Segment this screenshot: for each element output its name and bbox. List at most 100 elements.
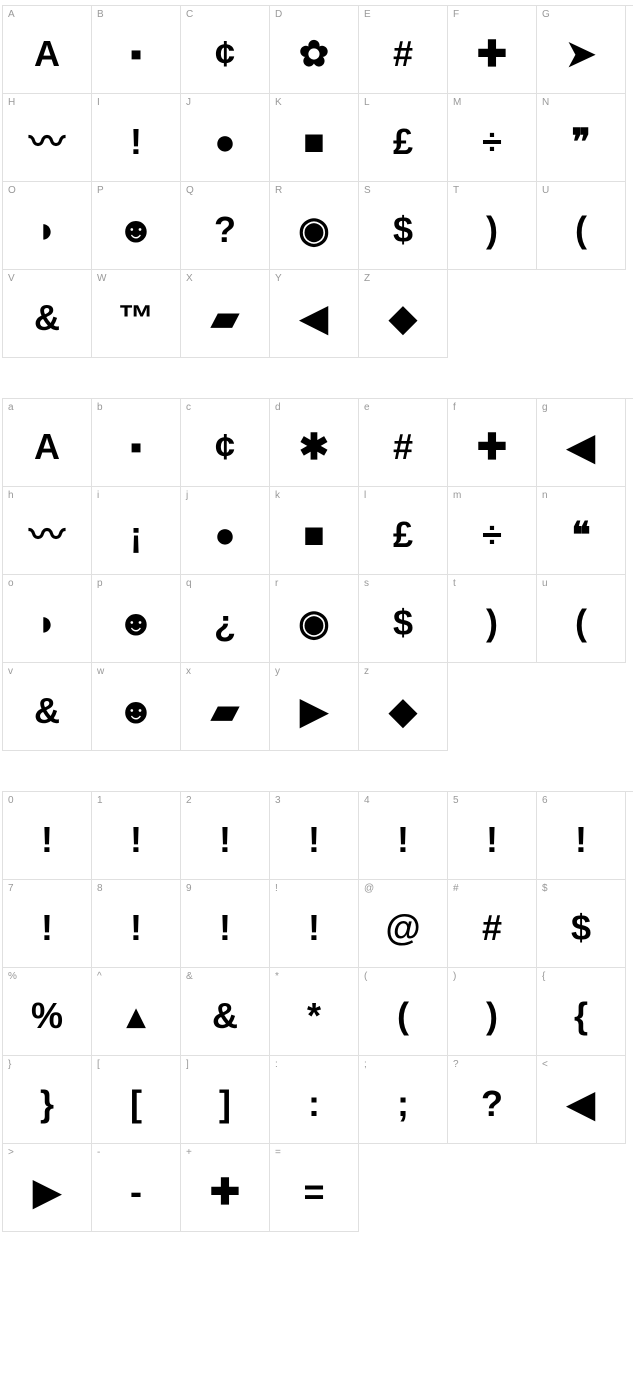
glyph-cell: h〰 <box>3 487 92 575</box>
glyph: ❝ <box>571 517 590 553</box>
glyph-cell: @@ <box>359 880 448 968</box>
glyph-cell: [[ <box>92 1056 181 1144</box>
cell-label: x <box>186 666 191 677</box>
glyph: ! <box>130 124 142 160</box>
font-character-map: AAB▪C¢D✿E#F✚G➤H〰I!J●K■L£M÷N❞O◗P☻Q?R◉S$T)… <box>0 5 640 1232</box>
glyph-cell: i¡ <box>92 487 181 575</box>
glyph: # <box>393 36 413 72</box>
cell-label: S <box>364 185 371 196</box>
glyph: } <box>40 1086 54 1122</box>
cell-label: a <box>8 402 14 413</box>
cell-label: V <box>8 273 15 284</box>
glyph: { <box>574 998 588 1034</box>
glyph-cell: B▪ <box>92 6 181 94</box>
glyph: ➤ <box>566 36 596 72</box>
glyph-cell: S$ <box>359 182 448 270</box>
glyph: ◀ <box>300 300 328 336</box>
glyph-cell: 1! <box>92 792 181 880</box>
glyph: ÷ <box>482 517 502 553</box>
cell-label: 2 <box>186 795 192 806</box>
cell-label: ? <box>453 1059 459 1070</box>
glyph-cell: 5! <box>448 792 537 880</box>
cell-label: 0 <box>8 795 14 806</box>
glyph: ● <box>214 517 236 553</box>
cell-label: D <box>275 9 282 20</box>
cell-label: C <box>186 9 193 20</box>
glyph-cell: aA <box>3 399 92 487</box>
cell-label: W <box>97 273 106 284</box>
glyph-cell: $$ <box>537 880 626 968</box>
cell-label: L <box>364 97 370 108</box>
glyph: # <box>482 910 502 946</box>
cell-label: - <box>97 1147 100 1158</box>
glyph: ] <box>219 1086 231 1122</box>
glyph-cell: L£ <box>359 94 448 182</box>
glyph: ☻ <box>117 605 155 641</box>
glyph: ) <box>486 605 498 641</box>
cell-label: 5 <box>453 795 459 806</box>
cell-label: E <box>364 9 371 20</box>
glyph: ! <box>219 822 231 858</box>
glyph-cell: +✚ <box>181 1144 270 1232</box>
section-uppercase: AAB▪C¢D✿E#F✚G➤H〰I!J●K■L£M÷N❞O◗P☻Q?R◉S$T)… <box>0 5 640 358</box>
glyph-cell: 0! <box>3 792 92 880</box>
cell-label: F <box>453 9 459 20</box>
glyph-cell: w☻ <box>92 663 181 751</box>
cell-label: R <box>275 185 282 196</box>
cell-label: $ <box>542 883 548 894</box>
cell-label: I <box>97 97 100 108</box>
glyph: $ <box>393 212 413 248</box>
cell-label: [ <box>97 1059 100 1070</box>
cell-label: n <box>542 490 548 501</box>
glyph-cell: 3! <box>270 792 359 880</box>
glyph: ! <box>308 822 320 858</box>
glyph: ( <box>575 212 587 248</box>
cell-label: ( <box>364 971 367 982</box>
cell-label: t <box>453 578 456 589</box>
glyph-cell: F✚ <box>448 6 537 94</box>
glyph: @ <box>385 910 420 946</box>
glyph-cell: C¢ <box>181 6 270 94</box>
cell-label: > <box>8 1147 14 1158</box>
cell-label: * <box>275 971 279 982</box>
glyph-cell: k■ <box>270 487 359 575</box>
glyph: = <box>303 1174 324 1210</box>
glyph-cell: Z◆ <box>359 270 448 358</box>
glyph: ¿ <box>214 605 236 641</box>
glyph-cell: Q? <box>181 182 270 270</box>
glyph: - <box>130 1174 142 1210</box>
glyph: ✿ <box>299 36 329 72</box>
glyph: & <box>34 693 60 729</box>
cell-label: # <box>453 883 459 894</box>
glyph-cell: <◀ <box>537 1056 626 1144</box>
glyph-cell: g◀ <box>537 399 626 487</box>
glyph-cell: t) <box>448 575 537 663</box>
glyph: & <box>34 300 60 336</box>
glyph-cell: x▰ <box>181 663 270 751</box>
glyph-cell: z◆ <box>359 663 448 751</box>
cell-label: v <box>8 666 13 677</box>
cell-label: = <box>275 1147 281 1158</box>
cell-label: 7 <box>8 883 14 894</box>
glyph: ▪ <box>130 36 143 72</box>
glyph: ◗ <box>36 605 58 641</box>
glyph: ● <box>214 124 236 160</box>
glyph-cell: AA <box>3 6 92 94</box>
glyph: ▶ <box>33 1174 61 1210</box>
glyph-cell: U( <box>537 182 626 270</box>
cell-label: K <box>275 97 282 108</box>
cell-label: q <box>186 578 192 589</box>
cell-label: w <box>97 666 104 677</box>
glyph-cell: )) <box>448 968 537 1056</box>
glyph: ◀ <box>567 1086 595 1122</box>
cell-label: @ <box>364 883 374 894</box>
glyph: ! <box>130 822 142 858</box>
cell-label: } <box>8 1059 11 1070</box>
cell-label: 8 <box>97 883 103 894</box>
cell-label: P <box>97 185 104 196</box>
glyph: $ <box>571 910 591 946</box>
cell-label: & <box>186 971 193 982</box>
glyph-cell: T) <box>448 182 537 270</box>
glyph: ( <box>575 605 587 641</box>
glyph-cell: !! <box>270 880 359 968</box>
